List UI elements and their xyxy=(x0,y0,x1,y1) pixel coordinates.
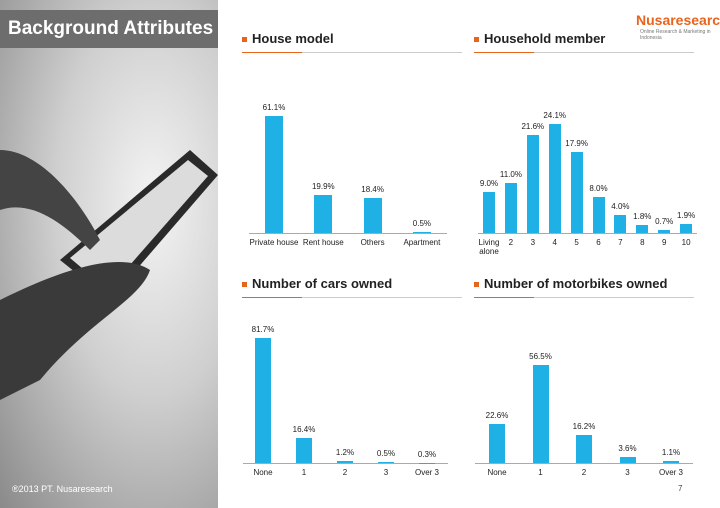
value-label: 0.5% xyxy=(376,449,396,459)
value-label: 61.1% xyxy=(262,103,286,112)
header-rule xyxy=(242,52,302,53)
value-label: 0.3% xyxy=(417,449,437,459)
x-tick-label: Over 3 xyxy=(658,468,683,477)
x-tick-label: 4 xyxy=(552,238,557,247)
photo xyxy=(0,0,218,508)
bar xyxy=(483,192,495,233)
x-tick-label: 1 xyxy=(301,468,307,477)
x-tick-label: 2 xyxy=(508,238,514,247)
x-tick-label: None xyxy=(487,468,507,477)
value-label: 16.4% xyxy=(292,424,316,434)
x-tick-label: Rent house xyxy=(302,238,344,247)
bar xyxy=(363,197,382,233)
value-label: 1.8% xyxy=(633,211,652,221)
header-rule xyxy=(474,52,534,53)
x-tick-label: 2 xyxy=(342,468,348,477)
header-rule xyxy=(474,297,534,298)
header-rule xyxy=(534,297,694,298)
value-label: 8.0% xyxy=(589,183,608,193)
header-marker xyxy=(242,282,247,287)
bar xyxy=(532,365,549,463)
value-label: 81.7% xyxy=(251,325,275,334)
baseline xyxy=(249,233,447,234)
value-label: 3.6% xyxy=(618,443,637,453)
bar xyxy=(378,462,394,463)
chart-title: Household member xyxy=(484,31,606,46)
x-tick-label: 3 xyxy=(530,238,536,247)
bar xyxy=(412,232,431,233)
value-label: 22.6% xyxy=(485,410,509,420)
baseline xyxy=(478,233,698,234)
value-label: 1.9% xyxy=(676,211,696,221)
value-label: 17.9% xyxy=(565,139,588,149)
value-label: 56.5% xyxy=(529,352,552,361)
copyright: ®2013 PT. Nusaresearch xyxy=(12,484,113,494)
header-rule xyxy=(534,52,694,53)
bar xyxy=(255,338,271,463)
bar xyxy=(548,124,561,233)
value-label: 1.2% xyxy=(335,448,355,458)
tagline: Online Research & Marketing in Indonesia xyxy=(640,29,711,41)
x-tick-label: None xyxy=(253,468,273,477)
bar xyxy=(570,152,583,233)
bar xyxy=(265,116,283,233)
x-tick-label: 7 xyxy=(618,238,623,247)
chart-title: House model xyxy=(252,31,334,46)
value-label: 9.0% xyxy=(479,179,499,189)
baseline xyxy=(242,463,448,464)
bar xyxy=(504,183,517,233)
x-tick-label: 9 xyxy=(661,238,667,247)
value-label: 19.9% xyxy=(311,181,335,191)
page-number: 7 xyxy=(678,484,683,493)
bar xyxy=(619,456,636,463)
x-tick-label: 6 xyxy=(596,238,601,247)
bar xyxy=(614,214,627,233)
bar xyxy=(489,423,505,463)
header-marker xyxy=(242,37,247,42)
x-tick-label: 3 xyxy=(625,468,630,477)
bar xyxy=(576,434,592,463)
header-rule xyxy=(302,52,462,53)
value-label: 18.4% xyxy=(361,184,384,194)
header-rule xyxy=(242,297,302,298)
photo-art xyxy=(0,150,218,400)
x-tick-label: Private house xyxy=(249,238,299,247)
x-tick-label: Living alone xyxy=(478,238,500,256)
bar xyxy=(296,437,312,463)
x-tick-label: Others xyxy=(360,238,385,247)
header-marker xyxy=(474,37,479,42)
header-rule xyxy=(302,297,462,298)
value-label: 1.1% xyxy=(661,448,681,458)
value-label: 16.2% xyxy=(572,421,596,431)
bar xyxy=(636,224,649,233)
value-label: 11.0% xyxy=(499,170,522,180)
value-label: 0.7% xyxy=(655,216,674,226)
slide-title: Background Attributes xyxy=(0,10,218,48)
chart-title: Number of motorbikes owned xyxy=(484,276,668,291)
x-tick-label: 1 xyxy=(538,468,543,477)
value-label: 0.5% xyxy=(412,219,431,229)
header-marker xyxy=(474,282,479,287)
chart-title: Number of cars owned xyxy=(252,276,393,291)
bar xyxy=(526,135,539,233)
x-tick-label: 3 xyxy=(383,468,389,477)
logo: Nusaresearch xyxy=(636,12,720,28)
x-tick-label: 5 xyxy=(574,238,579,247)
bar xyxy=(663,461,679,463)
bar xyxy=(337,461,353,463)
bar xyxy=(314,194,333,233)
value-label: 21.6% xyxy=(521,122,545,132)
bar xyxy=(680,224,693,233)
baseline xyxy=(475,463,693,464)
bar xyxy=(592,196,605,233)
value-label: 4.0% xyxy=(611,201,630,211)
x-tick-label: Over 3 xyxy=(414,468,439,477)
bar xyxy=(658,229,671,233)
x-tick-label: 2 xyxy=(581,468,587,477)
x-tick-label: 8 xyxy=(640,238,645,247)
x-tick-label: Apartment xyxy=(403,238,441,247)
value-label: 24.1% xyxy=(543,111,567,120)
x-tick-label: 10 xyxy=(681,238,691,247)
